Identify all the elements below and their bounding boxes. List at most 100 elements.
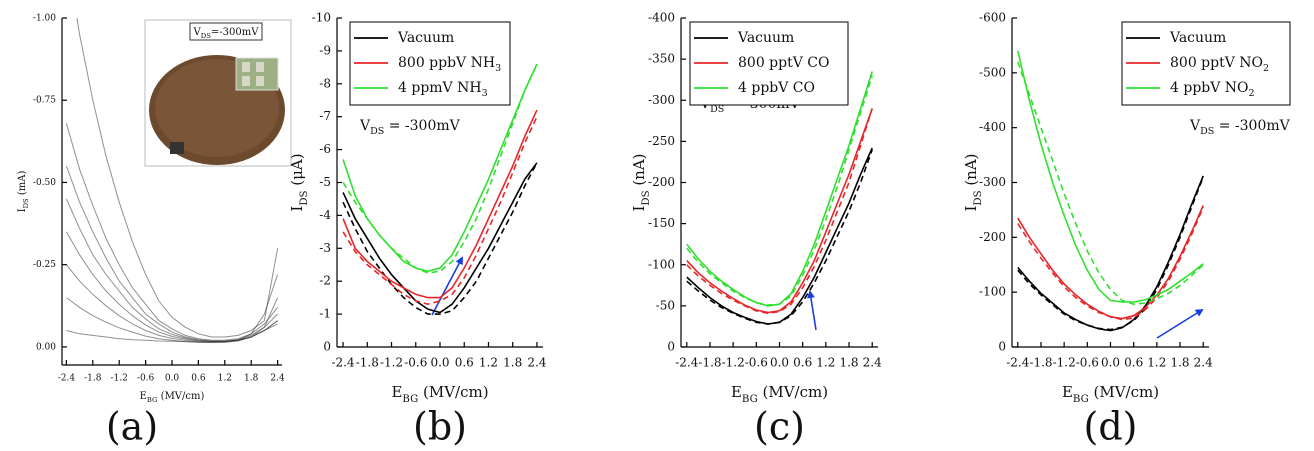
legend-label-part: 4 ppmV NH — [398, 80, 482, 96]
inset-photo — [144, 19, 292, 167]
shift-arrow — [1156, 308, 1204, 339]
forward-sweep — [1017, 50, 1204, 303]
annotation-part: = -300mV — [384, 118, 460, 134]
plot-area — [686, 71, 873, 325]
y-axis-label-part: DS — [22, 198, 30, 208]
annotation-part: DS — [1200, 126, 1214, 137]
x-tick-label: -0.6 — [745, 356, 768, 370]
y-tick-label: -500 — [979, 65, 1006, 79]
x-tick-label: 0.0 — [770, 356, 789, 370]
y-axis-label: IDS (nA) — [962, 153, 984, 211]
panel: -2.4 -1.8 -1.2 -0.6 0.0 0.6 1.2 1.8 2.4 0 -100 -200… — [962, 11, 1291, 449]
x-axis-label-part: (MV/cm) — [157, 391, 204, 402]
y-tick-label: -10 — [312, 11, 331, 25]
return-sweep — [1017, 176, 1204, 331]
y-tick-label: 0.00 — [36, 342, 56, 352]
y-tick-label: -6 — [319, 142, 331, 156]
y-tick-label: -300 — [979, 175, 1006, 189]
x-axis-label-part: BG — [742, 394, 758, 405]
return-sweep — [686, 149, 873, 325]
forward-sweep — [65, 231, 279, 343]
y-tick-label: -100 — [979, 285, 1006, 299]
x-tick-label: 2.4 — [1194, 356, 1213, 370]
x-tick-label: -1.2 — [111, 374, 128, 384]
legend-label-part: 2 — [1263, 63, 1269, 74]
x-tick-label: -2.4 — [331, 356, 355, 370]
x-axis-label-part: E — [731, 383, 742, 401]
legend-label: Vacuum — [397, 30, 454, 46]
y-tick-label: -4 — [319, 208, 331, 222]
legend-label-part: Vacuum — [397, 30, 454, 46]
x-tick-label: 0.6 — [793, 356, 812, 370]
forward-sweep — [65, 123, 278, 341]
panel-label: (d) — [1084, 405, 1138, 449]
annotation: VDS = -300mV — [1189, 118, 1291, 137]
x-tick-label: 0.6 — [1124, 356, 1143, 370]
annotation: VDS = -300mV — [359, 118, 461, 137]
y-tick-label: -200 — [979, 230, 1006, 244]
return-sweep — [342, 162, 538, 315]
x-tick-label: -1.2 — [380, 356, 403, 370]
legend-label: 800 ppbV NH3 — [398, 55, 501, 74]
x-axis-label-part: BG — [1073, 394, 1089, 405]
x-tick-label: 0.0 — [165, 374, 180, 384]
y-tick-label: -3 — [319, 241, 331, 255]
forward-sweep — [686, 71, 873, 307]
y-tick-label: -0.50 — [33, 178, 56, 188]
forward-sweep — [65, 198, 278, 342]
forward-sweep — [686, 108, 873, 314]
y-tick-label: -400 — [648, 11, 675, 25]
x-tick-label: -0.6 — [1076, 356, 1099, 370]
y-tick-label: -300 — [648, 93, 675, 107]
legend-label-part: Vacuum — [737, 30, 794, 46]
y-axis-label-part: DS — [299, 190, 310, 205]
x-tick-label: 1.2 — [816, 356, 835, 370]
legend-label: Vacuum — [1169, 30, 1226, 46]
x-tick-label: -0.6 — [404, 356, 427, 370]
return-sweep — [1017, 206, 1204, 321]
x-tick-label: 1.2 — [1147, 356, 1166, 370]
legend-label: 4 ppmV NH3 — [398, 80, 488, 99]
y-tick-label: -0.25 — [33, 260, 56, 270]
x-tick-label: -1.2 — [722, 356, 745, 370]
y-tick-label: -1.00 — [33, 14, 56, 24]
forward-sweep — [342, 63, 538, 273]
y-axis-label-part: I — [630, 206, 648, 212]
legend-label-part: 800 pptV CO — [738, 55, 829, 71]
panel: -2.4 -1.8 -1.2 -0.6 0.0 0.6 1.2 1.8 2.4 0.00 -0.25… — [17, 14, 286, 449]
forward-sweep — [1017, 205, 1204, 320]
panel-label: (b) — [413, 405, 467, 449]
y-tick-label: -50 — [656, 298, 675, 312]
legend-label-part: 2 — [1249, 88, 1255, 99]
x-axis-label: EBG (MV/cm) — [731, 383, 828, 405]
forward-sweep — [686, 147, 873, 325]
x-tick-label: -1.8 — [1029, 356, 1052, 370]
x-tick-label: -2.4 — [675, 356, 699, 370]
forward-sweep — [66, 323, 278, 343]
panel-label: (a) — [106, 405, 158, 449]
x-tick-label: 1.8 — [1170, 356, 1189, 370]
y-axis-label: IDS (μA) — [288, 153, 310, 211]
x-tick-label: 1.8 — [503, 356, 522, 370]
y-tick-label: 0 — [323, 340, 331, 354]
legend-label-part: 4 ppbV CO — [738, 80, 815, 96]
x-tick-label: 2.4 — [270, 374, 285, 384]
annotation-part: DS — [710, 104, 724, 115]
annotation-part: V — [1189, 118, 1201, 134]
x-axis-label-part: E — [1062, 383, 1073, 401]
x-axis-label-part: E — [391, 383, 402, 401]
panel-label: (c) — [754, 405, 805, 449]
y-axis-label: IDS (mA) — [17, 171, 31, 213]
legend-label-part: Vacuum — [1169, 30, 1226, 46]
y-tick-label: -600 — [979, 11, 1006, 25]
y-axis-label-part: (nA) — [630, 153, 648, 190]
panel: -2.4 -1.8 -1.2 -0.6 0.0 0.6 1.2 1.8 2.4 0 -50 -100 -… — [630, 11, 882, 449]
y-tick-label: -200 — [648, 175, 675, 189]
x-axis-label-part: (MV/cm) — [418, 383, 488, 401]
x-tick-label: -1.2 — [1053, 356, 1076, 370]
x-axis-label: EBG (MV/cm) — [1062, 383, 1159, 405]
legend-label: 800 pptV NO2 — [1170, 55, 1269, 74]
legend-label-part: 4 ppbV NO — [1170, 80, 1249, 96]
y-tick-label: 0 — [667, 340, 675, 354]
